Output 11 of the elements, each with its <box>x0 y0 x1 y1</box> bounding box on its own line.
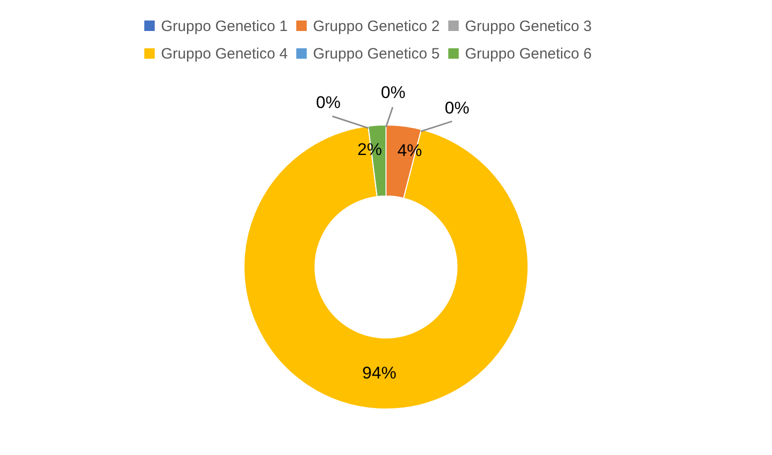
donut-slice <box>244 126 528 410</box>
legend-label: Gruppo Genetico 5 <box>313 46 440 62</box>
legend-label: Gruppo Genetico 2 <box>313 18 440 35</box>
data-label: 94% <box>362 363 396 382</box>
text: 0% <box>380 83 406 102</box>
legend-label: Gruppo Genetico 4 <box>161 46 288 62</box>
text: 0% <box>316 92 341 112</box>
text: 0% <box>444 98 470 118</box>
legend-label: Gruppo Genetico 6 <box>465 46 592 62</box>
legend-label: Gruppo Genetico 3 <box>465 18 592 35</box>
legend-label: Gruppo Genetico 1 <box>161 18 288 35</box>
